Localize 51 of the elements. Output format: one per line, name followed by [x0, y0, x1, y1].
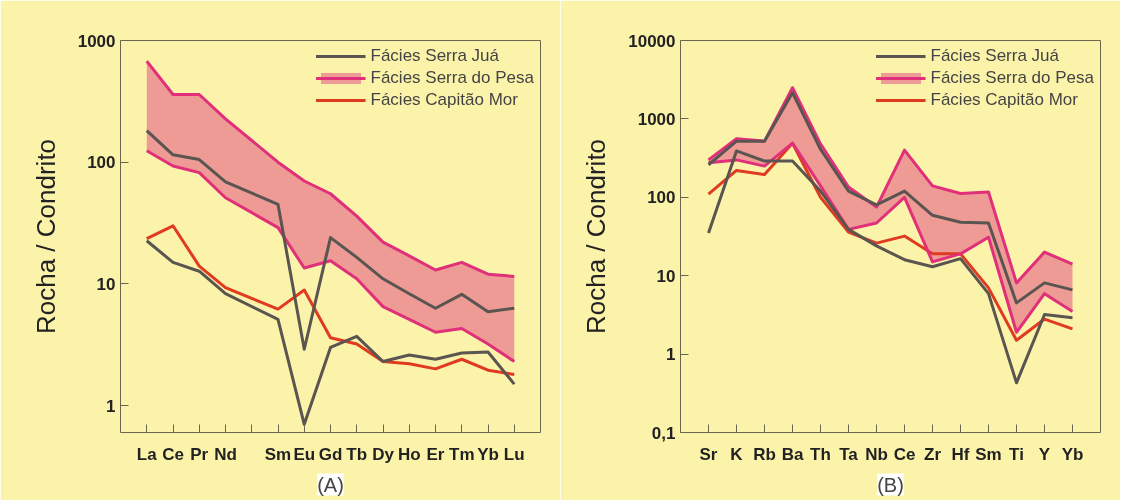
x-tick-label: Hf [951, 444, 970, 464]
x-tick-label: Ti [1009, 444, 1024, 464]
x-tick-label: Sm [264, 444, 292, 464]
x-tick-label: Zr [924, 444, 942, 464]
x-tick-label: Rb [753, 444, 776, 464]
line-series [707, 149, 1074, 385]
x-tick-label: Pr [190, 444, 209, 464]
x-tick-label: Sr [699, 444, 718, 464]
y-tick-label: 1 [666, 345, 676, 365]
x-tick-label: Sm [975, 444, 1002, 464]
line-series [145, 239, 516, 426]
y-tick-label: 1 [106, 396, 116, 416]
x-tick-label: Ba [781, 444, 804, 464]
text: (B) [877, 473, 904, 496]
x-tick-label: Y [1038, 444, 1051, 464]
legend-label: Fácies Serra Juá [930, 46, 1060, 66]
x-tick-label: Er [426, 444, 445, 464]
x-tick-label: Eu [293, 444, 316, 464]
x-tick-label: La [136, 444, 158, 464]
y-tick-label: 10000 [628, 31, 676, 51]
legend-label: Fácies Capitão Mor [370, 90, 518, 110]
legend-label: Fácies Serra Juá [370, 46, 500, 66]
x-tick-label: K [730, 444, 744, 464]
x-tick-label: Ce [162, 444, 184, 464]
x-tick-label: Gd [318, 444, 343, 464]
x-tick-label: Ce [893, 444, 916, 464]
y-tick-label: 100 [87, 153, 116, 173]
line-series [145, 224, 516, 376]
y-tick-label: 10 [656, 266, 676, 286]
x-tick-label: Lu [503, 444, 525, 464]
x-tick-label: Nd [214, 444, 237, 464]
y-tick-label: 1000 [637, 109, 676, 129]
x-tick-label: Tb [346, 444, 368, 464]
x-tick-label: Tm [449, 444, 475, 464]
x-tick-label: Ho [397, 444, 421, 464]
y-axis-title: Rocha / Condrito [30, 138, 61, 335]
x-tick-label: Dy [372, 444, 395, 464]
x-tick-label: Nb [865, 444, 888, 464]
y-axis-title: Rocha / Condrito [581, 138, 612, 335]
x-tick-label: Th [810, 444, 831, 464]
text: (A) [317, 473, 344, 496]
legend-label: Fácies Serra do Pesa [370, 68, 534, 88]
y-tick-label: 100 [647, 188, 676, 208]
x-tick-label: Yb [477, 444, 499, 464]
y-tick-label: 0,1 [651, 423, 676, 443]
y-tick-label: 10 [96, 274, 116, 294]
y-tick-label: 1000 [77, 31, 116, 51]
legend-label: Fácies Capitão Mor [930, 90, 1078, 110]
x-tick-label: Yb [1061, 444, 1084, 464]
legend-label: Fácies Serra do Pesa [930, 68, 1094, 88]
x-tick-label: Ta [839, 444, 859, 464]
